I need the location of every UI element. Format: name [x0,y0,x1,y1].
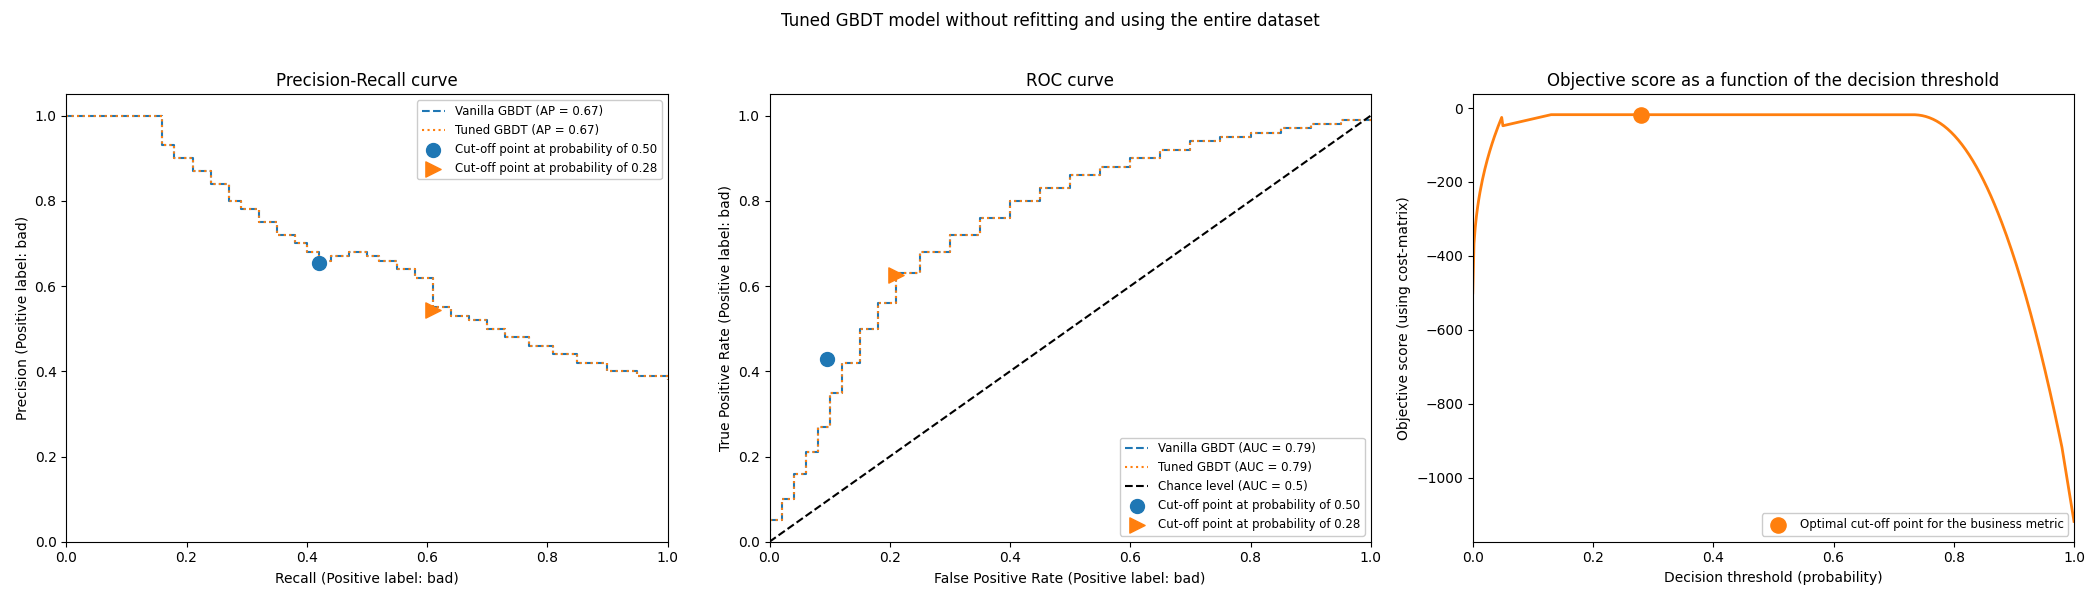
Vanilla GBDT (AUC = 0.79) [756,538,781,545]
Vanilla GBDT (AUC = 0.79) [817,389,842,396]
Cut-off point at probability of 0.50 [811,355,844,364]
Tuned GBDT (AP = 0.67) [475,325,500,332]
Tuned GBDT (AUC = 0.79) [1327,116,1352,124]
Tuned GBDT (AUC = 0.79) [1088,163,1113,170]
Tuned GBDT (AUC = 0.79) [817,389,842,396]
Tuned GBDT (AP = 0.67) [655,376,680,383]
Tuned GBDT (AP = 0.67) [403,274,428,281]
Tuned GBDT (AP = 0.67) [294,248,319,256]
Title: ROC curve: ROC curve [1027,72,1115,90]
Tuned GBDT (AP = 0.67) [149,112,174,119]
Cut-off point at probability of 0.28 [416,305,449,314]
Y-axis label: Objective score (using cost-matrix): Objective score (using cost-matrix) [1396,196,1411,440]
Y-axis label: Precision (Positive label: bad): Precision (Positive label: bad) [15,216,29,420]
Line: Vanilla GBDT (AUC = 0.79): Vanilla GBDT (AUC = 0.79) [769,116,1371,542]
Tuned GBDT (AUC = 0.79) [1359,112,1384,119]
Vanilla GBDT (AP = 0.67) [403,274,428,281]
Vanilla GBDT (AP = 0.67) [294,248,319,256]
Vanilla GBDT (AUC = 0.79) [1359,112,1384,119]
Tuned GBDT (AUC = 0.79) [846,325,872,332]
Tuned GBDT (AUC = 0.79) [1149,155,1174,162]
X-axis label: False Positive Rate (Positive label: bad): False Positive Rate (Positive label: bad… [934,571,1205,585]
Vanilla GBDT (AP = 0.67) [149,112,174,119]
Tuned GBDT (AP = 0.67) [384,257,410,264]
Line: Tuned GBDT (AUC = 0.79): Tuned GBDT (AUC = 0.79) [769,116,1371,542]
Legend: Vanilla GBDT (AUC = 0.79), Tuned GBDT (AUC = 0.79), Chance level (AUC = 0.5), Cu: Vanilla GBDT (AUC = 0.79), Tuned GBDT (A… [1119,438,1365,536]
Tuned GBDT (AP = 0.67) [55,112,80,119]
Y-axis label: True Positive Rate (Positive label: bad): True Positive Rate (Positive label: bad) [718,185,733,451]
Vanilla GBDT (AP = 0.67) [475,325,500,332]
Text: Tuned GBDT model without refitting and using the entire dataset: Tuned GBDT model without refitting and u… [781,12,1319,30]
Optimal cut-off point for the business metric [1623,110,1657,119]
Legend: Optimal cut-off point for the business metric: Optimal cut-off point for the business m… [1762,514,2068,536]
Vanilla GBDT (AUC = 0.79) [1149,155,1174,162]
Vanilla GBDT (AUC = 0.79) [1088,163,1113,170]
Tuned GBDT (AUC = 0.79) [756,538,781,545]
X-axis label: Recall (Positive label: bad): Recall (Positive label: bad) [275,571,458,585]
Vanilla GBDT (AP = 0.67) [655,376,680,383]
Title: Precision-Recall curve: Precision-Recall curve [275,72,458,90]
Cut-off point at probability of 0.50 [302,258,336,268]
Cut-off point at probability of 0.28 [880,271,914,280]
Vanilla GBDT (AUC = 0.79) [1327,116,1352,124]
Vanilla GBDT (AP = 0.67) [384,257,410,264]
Title: Objective score as a function of the decision threshold: Objective score as a function of the dec… [1548,72,1999,90]
Tuned GBDT (AUC = 0.79) [865,325,890,332]
Vanilla GBDT (AUC = 0.79) [865,325,890,332]
Line: Tuned GBDT (AP = 0.67): Tuned GBDT (AP = 0.67) [67,116,668,380]
Legend: Vanilla GBDT (AP = 0.67), Tuned GBDT (AP = 0.67), Cut-off point at probability o: Vanilla GBDT (AP = 0.67), Tuned GBDT (AP… [416,100,662,179]
Vanilla GBDT (AUC = 0.79) [846,325,872,332]
Vanilla GBDT (AP = 0.67) [55,112,80,119]
Line: Vanilla GBDT (AP = 0.67): Vanilla GBDT (AP = 0.67) [67,116,668,380]
X-axis label: Decision threshold (probability): Decision threshold (probability) [1663,571,1884,585]
Tuned GBDT (AP = 0.67) [420,304,445,311]
Vanilla GBDT (AP = 0.67) [420,304,445,311]
